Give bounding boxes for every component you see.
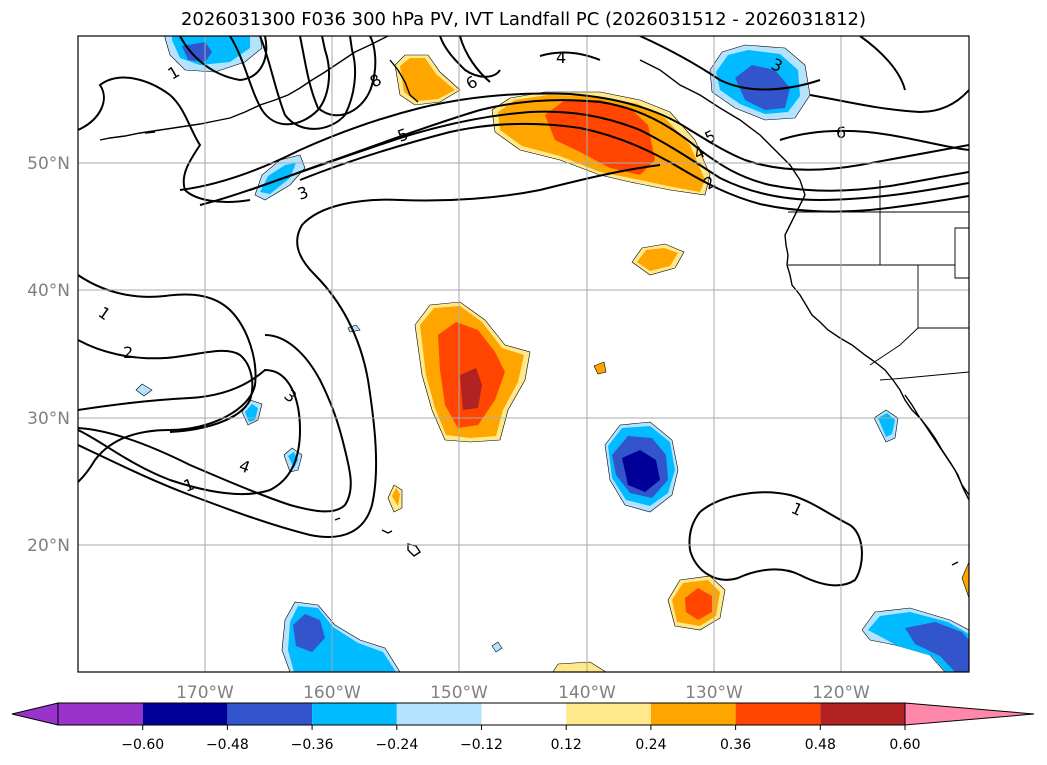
colorbar-bin-10 xyxy=(820,703,905,725)
lat-label-50n: 50°N xyxy=(27,154,70,174)
contour-1-south xyxy=(688,491,863,587)
west-coast xyxy=(784,194,969,501)
clabel-11: 4 xyxy=(556,48,566,67)
contour-north-3 xyxy=(229,36,330,126)
contour-6-ne-2 xyxy=(779,129,969,151)
colorbar-bin-7 xyxy=(566,703,651,725)
colorbar-label-10: 0.60 xyxy=(889,737,920,753)
map-title: 2026031300 F036 300 hPa PV, IVT Landfall… xyxy=(180,9,867,30)
contour-north-2 xyxy=(179,36,268,82)
contour-2-west xyxy=(78,339,254,433)
colorbar-label-9: 0.48 xyxy=(805,737,836,753)
contour-north-9 xyxy=(639,36,821,91)
colorbar-label-8: 0.36 xyxy=(720,737,751,753)
colorbar-label-3: −0.36 xyxy=(291,737,334,753)
latitude-labels: 50°N 40°N 30°N 20°N xyxy=(27,154,70,556)
state-borders xyxy=(788,180,969,381)
colorbar-bin-2 xyxy=(142,703,228,725)
lon-label-130w: 130°W xyxy=(685,683,743,703)
coastlines xyxy=(99,36,969,566)
contour-4-west xyxy=(78,334,352,513)
colorbar-bin-4 xyxy=(312,703,397,725)
contour-jet-4 xyxy=(179,92,969,191)
contour-jet-2 xyxy=(249,110,969,202)
lon-label-170w: 170°W xyxy=(176,683,234,703)
lon-label-160w: 160°W xyxy=(303,683,361,703)
contour-north-8 xyxy=(539,51,601,61)
longitude-labels: 170°W 160°W 150°W 140°W 130°W 120°W xyxy=(176,683,870,703)
colorbar-label-7: 0.24 xyxy=(635,737,666,753)
colorbar-bin-1 xyxy=(58,703,143,725)
contour-north-7 xyxy=(459,36,491,83)
colorbar-bin-8 xyxy=(650,703,736,725)
colorbar-bin-3 xyxy=(227,703,313,725)
colorbar-label-5: −0.12 xyxy=(460,737,503,753)
colorbar: −0.60 −0.48 −0.36 −0.24 −0.12 0.12 0.24 … xyxy=(11,702,1035,753)
contour-6-ne-3 xyxy=(859,36,906,91)
lat-label-30n: 30°N xyxy=(27,409,70,429)
contour-north-1 xyxy=(78,76,251,203)
colorbar-extend-right xyxy=(904,702,1035,726)
contour-1-big xyxy=(78,164,661,538)
contour-north-6 xyxy=(439,36,501,78)
gridlines xyxy=(78,36,969,672)
lat-label-40n: 40°N xyxy=(27,281,70,301)
colorbar-label-6: 0.12 xyxy=(551,737,582,753)
contour-north-5 xyxy=(299,36,377,117)
colorbar-label-2: −0.48 xyxy=(206,737,249,753)
lon-label-120w: 120°W xyxy=(812,683,870,703)
colorbar-label-4: −0.24 xyxy=(375,737,418,753)
colorbar-label-1: −0.60 xyxy=(121,737,164,753)
contour-3-west xyxy=(78,368,302,496)
contour-north-4 xyxy=(259,36,357,130)
lon-label-140w: 140°W xyxy=(558,683,616,703)
contour-1-west xyxy=(78,274,257,483)
filled-anomalies xyxy=(135,36,969,672)
colorbar-bin-9 xyxy=(735,703,821,725)
lon-label-150w: 150°W xyxy=(430,683,488,703)
colorbar-bin-5 xyxy=(396,703,482,725)
lat-label-20n: 20°N xyxy=(27,536,70,556)
colorbar-bin-6 xyxy=(481,703,567,725)
contour-6-ne xyxy=(809,89,969,114)
colorbar-ticks xyxy=(142,725,906,730)
clabel-2: 2 xyxy=(123,343,133,362)
colorbar-extend-left xyxy=(11,702,59,726)
map-frame xyxy=(77,35,970,673)
